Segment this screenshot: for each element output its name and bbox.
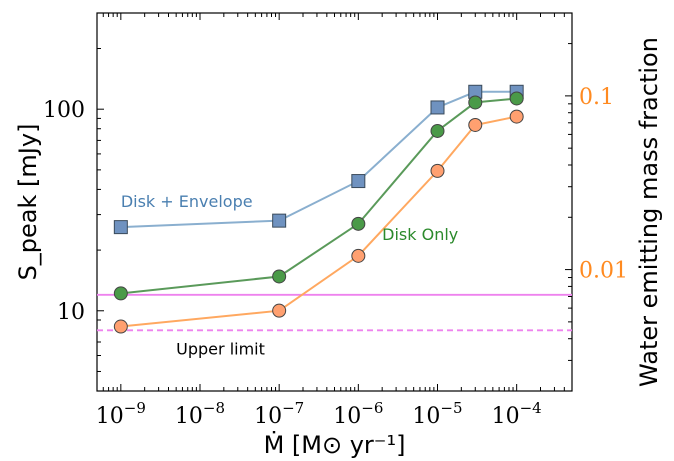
data-point-disk-envelope <box>351 174 366 189</box>
y-right-tick-label: 0.01 <box>579 259 628 284</box>
y-tick-label: 100 <box>43 98 85 123</box>
y-axis-right-title: Water emitting mass fraction <box>635 37 663 387</box>
data-point-water-fraction <box>468 117 483 132</box>
x-tick-label: 10−5 <box>412 399 462 429</box>
data-point-disk-only <box>113 286 128 301</box>
x-axis-title: Ṁ [M⊙ yr⁻¹] <box>264 430 406 459</box>
data-point-disk-only <box>430 123 445 138</box>
series-group <box>97 84 572 334</box>
data-point-water-fraction <box>351 248 366 263</box>
data-point-disk-only <box>468 95 483 110</box>
x-tick-label: 10−4 <box>492 399 542 429</box>
x-tick-label: 10−9 <box>96 399 146 429</box>
annotations: Disk + Envelope Disk Only Upper limit <box>121 192 458 358</box>
data-point-disk-only <box>272 269 287 284</box>
annotation-upper-limit: Upper limit <box>176 339 265 358</box>
axis-titles: Ṁ [M⊙ yr⁻¹] S_peak [mJy] Water emitting … <box>14 37 663 459</box>
axes: 10−9 10−8 10−7 10−6 10−5 10−4 10 100 0.01 0.1 <box>43 12 628 429</box>
data-point-water-fraction <box>113 319 128 334</box>
series-line-water-fraction <box>120 115 517 328</box>
x-tick-label: 10−6 <box>333 399 383 429</box>
data-point-disk-only <box>351 216 366 231</box>
data-point-water-fraction <box>430 163 445 178</box>
x-tick-label: 10−8 <box>175 399 225 429</box>
annotation-disk-only: Disk Only <box>382 225 458 244</box>
annotation-disk-envelope: Disk + Envelope <box>121 192 253 211</box>
data-point-water-fraction <box>272 303 287 318</box>
data-point-disk-envelope <box>272 213 287 228</box>
y-right-tick-label: 0.1 <box>579 85 614 110</box>
x-tick-label: 10−7 <box>254 399 304 429</box>
y-axis-title: S_peak [mJy] <box>14 124 42 281</box>
data-point-disk-envelope <box>113 220 128 235</box>
data-point-disk-only <box>509 91 524 106</box>
data-point-disk-envelope <box>430 100 445 115</box>
data-point-water-fraction <box>509 109 524 124</box>
y-tick-label: 10 <box>57 300 85 325</box>
